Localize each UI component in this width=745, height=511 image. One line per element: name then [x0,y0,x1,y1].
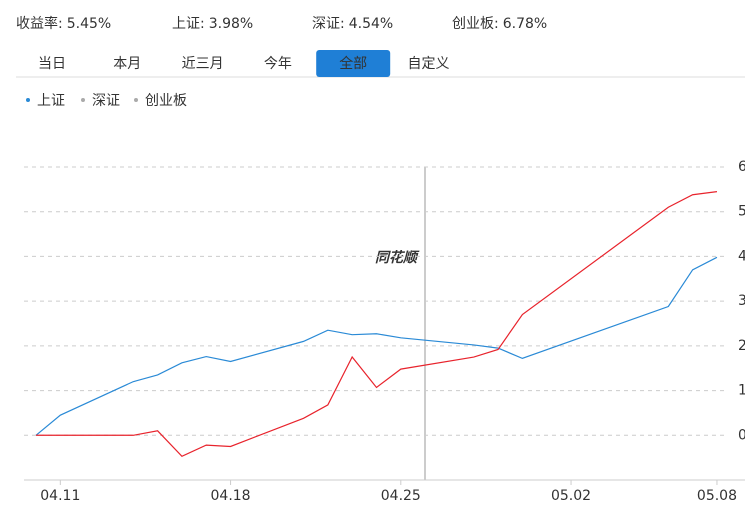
watermark: 同花顺 [375,249,420,266]
y-tick-label: 6 [738,159,745,175]
tab[interactable]: 本月 [113,56,141,72]
stat-label: 上证: [172,16,205,32]
y-tick-label: 5 [738,204,745,220]
stat-value: 3.98% [209,16,253,32]
x-tick-label: 04.18 [211,488,251,504]
stat-value: 5.45% [67,16,111,32]
x-tick-label: 04.25 [381,488,421,504]
y-tick-label: 4 [738,248,745,264]
y-tick-label: 3 [738,293,745,309]
y-tick-label: 2 [738,338,745,354]
line-series [35,256,718,436]
stat-value: 4.54% [349,16,393,32]
legend-dot [26,98,30,102]
x-tick-label: 05.02 [551,488,591,504]
stat-label: 创业板: [452,16,499,32]
tab[interactable]: 全部 [339,55,367,72]
tab[interactable]: 近三月 [182,56,224,72]
tab[interactable]: 自定义 [408,56,450,72]
stat-label: 收益率: [16,15,63,32]
tab[interactable]: 今年 [264,56,292,72]
tab-active-bg [316,50,391,77]
legend-dot [134,98,138,102]
line-series [36,190,718,458]
y-tick-label: 0 [738,427,745,443]
stat-value: 6.78% [503,16,547,32]
tab[interactable]: 当日 [38,56,66,72]
legend-item[interactable]: 创业板 [145,93,187,109]
legend-dot [81,98,85,102]
stat-label: 深证: [312,16,345,32]
legend-item[interactable]: 上证 [37,93,65,109]
x-tick-label: 04.11 [40,488,80,504]
y-tick-label: 1 [738,383,745,399]
legend-item[interactable]: 深证 [92,93,120,109]
x-tick-label: 05.08 [697,488,737,504]
